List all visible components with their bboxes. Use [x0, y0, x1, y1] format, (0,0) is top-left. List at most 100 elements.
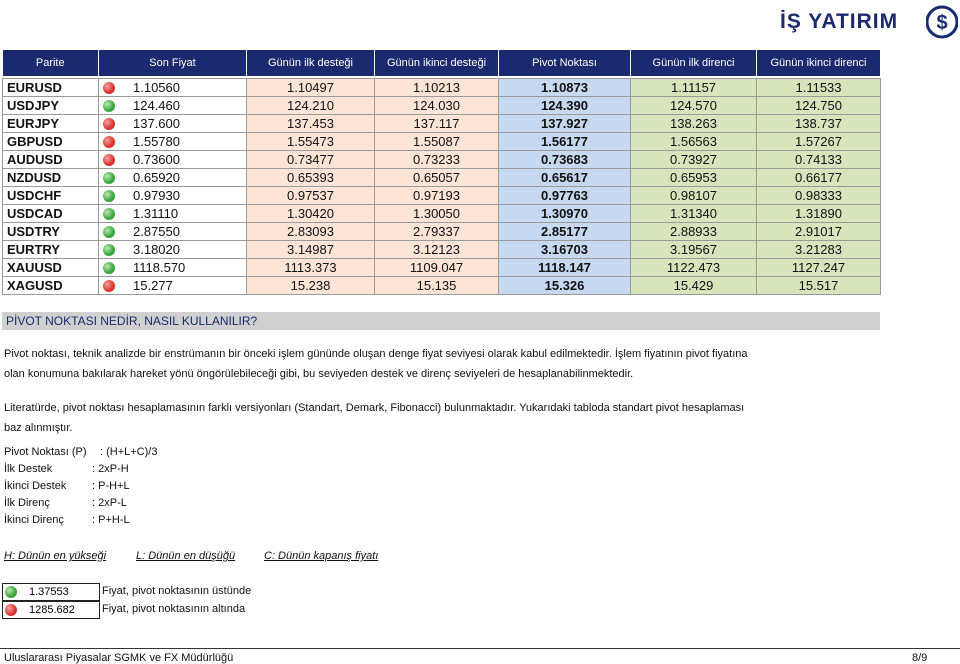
- cell: 1.11533: [756, 78, 881, 97]
- cell: USDTRY: [2, 222, 99, 241]
- cell: 2.88933: [630, 222, 757, 241]
- price-cell: 0.65920: [98, 168, 247, 187]
- signal-dot: [103, 100, 115, 112]
- cell: 124.030: [374, 96, 499, 115]
- cell: 0.73477: [246, 150, 375, 169]
- cell: 137.453: [246, 114, 375, 133]
- cell: 3.16703: [498, 240, 631, 259]
- formula: : 2xP-L: [92, 497, 127, 509]
- signal-dot: [103, 262, 115, 274]
- price-cell: 1118.570: [98, 258, 247, 277]
- table-row: GBPUSD 1.55780 1.55473 1.55087 1.56177 1.5656…: [2, 132, 881, 151]
- cell-text: 137.600: [133, 116, 180, 131]
- cell: 1.10497: [246, 78, 375, 97]
- cell: AUDUSD: [2, 150, 99, 169]
- cell: 0.97763: [498, 186, 631, 205]
- cell: 124.750: [756, 96, 881, 115]
- cell: 1.30050: [374, 204, 499, 223]
- cell: 0.73233: [374, 150, 499, 169]
- paragraph-line: Pivot noktası, teknik analizde bir enstr…: [4, 348, 748, 360]
- paragraph-line: baz alınmıştır.: [4, 422, 73, 434]
- table-row: XAUUSD 1118.570 1113.373 1109.047 1118.147 11…: [2, 258, 881, 277]
- price-cell: 0.73600: [98, 150, 247, 169]
- cell: 1.30420: [246, 204, 375, 223]
- header-cell: Günün ilk desteği: [246, 50, 375, 76]
- cell: GBPUSD: [2, 132, 99, 151]
- cell: EURTRY: [2, 240, 99, 259]
- cell: 15.238: [246, 276, 375, 295]
- cell: XAUUSD: [2, 258, 99, 277]
- signal-dot: [103, 118, 115, 130]
- header-cell: Günün ikinci desteği: [374, 50, 499, 76]
- cell-text: 0.73600: [133, 152, 180, 167]
- cell-text: 1118.570: [133, 260, 186, 275]
- cell: XAGUSD: [2, 276, 99, 295]
- formula-label: Pivot Noktası (P): [4, 446, 87, 458]
- price-cell: 3.18020: [98, 240, 247, 259]
- cell: 0.65617: [498, 168, 631, 187]
- cell: 1.56177: [498, 132, 631, 151]
- cell: 1.10213: [374, 78, 499, 97]
- signal-dot: [103, 136, 115, 148]
- legend-text: Fiyat, pivot noktasının üstünde: [102, 585, 252, 597]
- legend-value: 1285.682: [29, 604, 75, 616]
- price-cell: 15.277: [98, 276, 247, 295]
- header-cell: Günün ilk direnci: [630, 50, 757, 76]
- cell: 0.98333: [756, 186, 881, 205]
- footer-rule: [0, 648, 960, 649]
- paragraph-line: Literatürde, pivot noktası hesaplamasını…: [4, 402, 745, 414]
- cell: 3.14987: [246, 240, 375, 259]
- price-cell: 1.31110: [98, 204, 247, 223]
- header-cell: Pivot Noktası: [498, 50, 631, 76]
- cell: EURUSD: [2, 78, 99, 97]
- cell: 2.83093: [246, 222, 375, 241]
- cell-text: 1.55780: [133, 134, 180, 149]
- cell: 15.517: [756, 276, 881, 295]
- cell: 2.85177: [498, 222, 631, 241]
- cell: 138.737: [756, 114, 881, 133]
- cell-text: 15.277: [133, 278, 173, 293]
- logo-text: İŞ YATIRIM: [780, 10, 899, 33]
- cell: 1109.047: [374, 258, 499, 277]
- cell: EURJPY: [2, 114, 99, 133]
- cell: 1.31340: [630, 204, 757, 223]
- legend-value: 1.37553: [29, 586, 69, 598]
- price-cell: 124.460: [98, 96, 247, 115]
- signal-dot: [103, 172, 115, 184]
- cell: USDCAD: [2, 204, 99, 223]
- table-row: USDJPY 124.460 124.210 124.030 124.390 124.57…: [2, 96, 881, 115]
- footer-page: 8/9: [912, 652, 928, 664]
- cell: 0.97537: [246, 186, 375, 205]
- cell: 0.66177: [756, 168, 881, 187]
- cell: 1.56563: [630, 132, 757, 151]
- cell: 15.326: [498, 276, 631, 295]
- cell-text: 2.87550: [133, 224, 180, 239]
- cell: 1.55473: [246, 132, 375, 151]
- formula-label: İlk Direnç: [4, 497, 50, 509]
- price-cell: 2.87550: [98, 222, 247, 241]
- formula-label: İkinci Direnç: [4, 514, 64, 526]
- table-row: EURUSD 1.10560 1.10497 1.10213 1.10873 1.1115…: [2, 78, 881, 97]
- price-cell: 0.97930: [98, 186, 247, 205]
- cell-text: 124.460: [133, 98, 180, 113]
- cell: 0.73683: [498, 150, 631, 169]
- section-bar: PİVOT NOKTASI NEDİR, NASIL KULLANILIR?: [2, 312, 880, 330]
- cell: 124.210: [246, 96, 375, 115]
- signal-dot: [103, 154, 115, 166]
- cell: 1.11157: [630, 78, 757, 97]
- formula: : P-H+L: [92, 480, 130, 492]
- cell: 3.19567: [630, 240, 757, 259]
- cell: USDJPY: [2, 96, 99, 115]
- cell: 0.98107: [630, 186, 757, 205]
- signal-dot: [103, 190, 115, 202]
- formula-label: İlk Destek: [4, 463, 53, 475]
- price-cell: 1.10560: [98, 78, 247, 97]
- legend-text: Fiyat, pivot noktasının altında: [102, 603, 246, 615]
- cell-text: 3.18020: [133, 242, 180, 257]
- cell: 0.73927: [630, 150, 757, 169]
- cell: 15.135: [374, 276, 499, 295]
- signal-dot: [103, 244, 115, 256]
- header-cell: Son Fiyat: [98, 50, 247, 76]
- cell: 1.57267: [756, 132, 881, 151]
